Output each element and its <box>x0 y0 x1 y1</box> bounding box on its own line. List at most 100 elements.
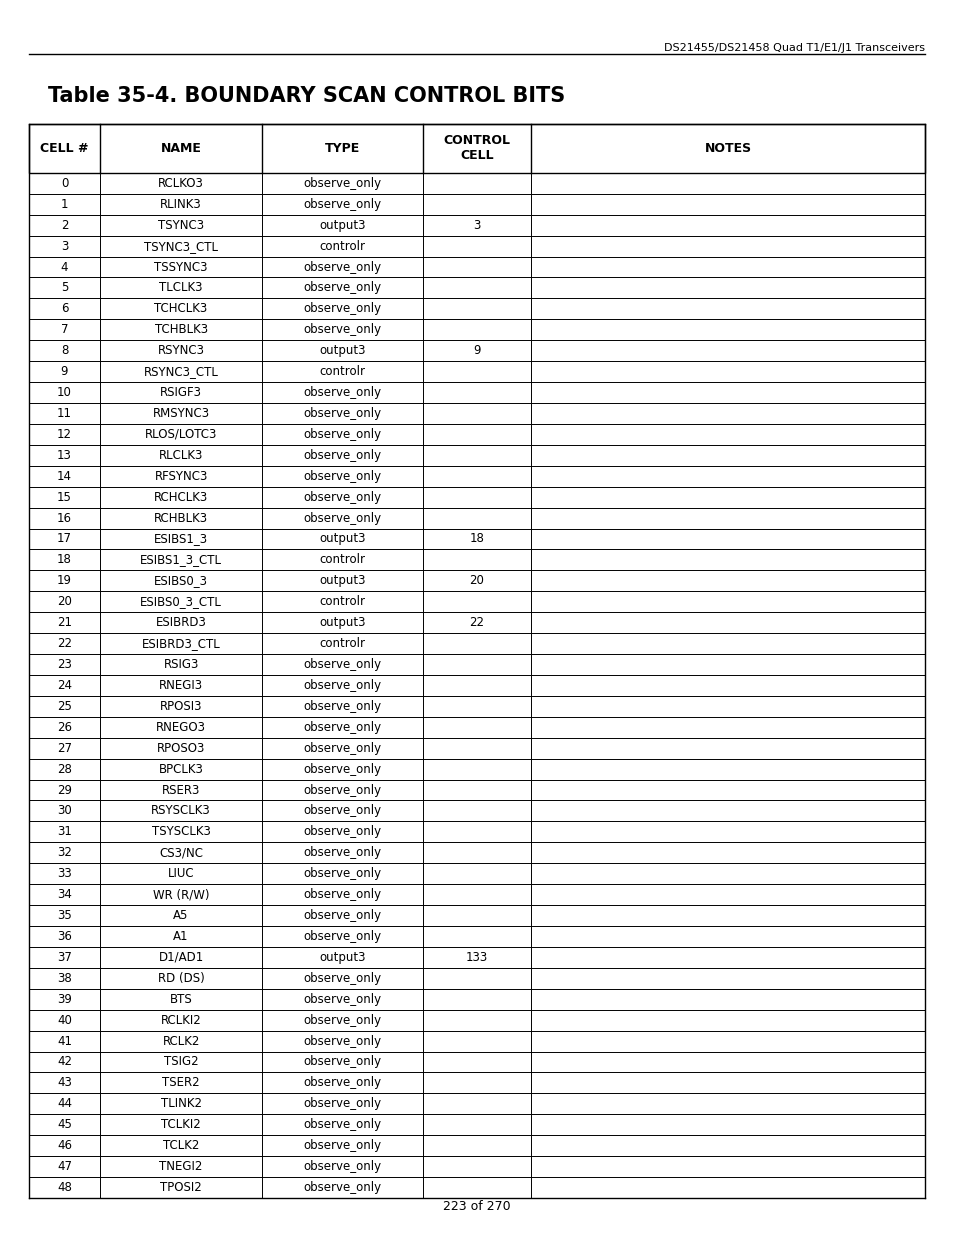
Text: RSIG3: RSIG3 <box>163 658 198 671</box>
Text: 41: 41 <box>57 1035 71 1047</box>
Text: 9: 9 <box>473 345 480 357</box>
Text: RLOS/LOTC3: RLOS/LOTC3 <box>145 427 217 441</box>
Text: A5: A5 <box>173 909 189 923</box>
Text: ESIBRD3_CTL: ESIBRD3_CTL <box>142 637 220 650</box>
Text: 19: 19 <box>57 574 71 588</box>
Text: RPOSI3: RPOSI3 <box>160 700 202 713</box>
Text: observe_only: observe_only <box>303 658 381 671</box>
Text: 27: 27 <box>57 742 71 755</box>
Text: output3: output3 <box>319 951 365 963</box>
Text: RMSYNC3: RMSYNC3 <box>152 408 210 420</box>
Text: TSYNC3: TSYNC3 <box>158 219 204 232</box>
Bar <box>29 124 924 173</box>
Text: RSYNC3: RSYNC3 <box>157 345 204 357</box>
Text: ESIBRD3: ESIBRD3 <box>155 616 206 629</box>
Text: RSYSCLK3: RSYSCLK3 <box>151 804 211 818</box>
Text: observe_only: observe_only <box>303 909 381 923</box>
Text: RCHBLK3: RCHBLK3 <box>153 511 208 525</box>
Text: 223 of 270: 223 of 270 <box>443 1199 510 1213</box>
Text: 9: 9 <box>61 366 69 378</box>
Text: RLINK3: RLINK3 <box>160 198 202 211</box>
Text: observe_only: observe_only <box>303 1077 381 1089</box>
Text: BPCLK3: BPCLK3 <box>158 762 203 776</box>
Text: RSYNC3_CTL: RSYNC3_CTL <box>144 366 218 378</box>
Text: 38: 38 <box>57 972 71 984</box>
Text: 42: 42 <box>57 1056 71 1068</box>
Text: observe_only: observe_only <box>303 511 381 525</box>
Text: 16: 16 <box>57 511 71 525</box>
Text: TNEGI2: TNEGI2 <box>159 1160 203 1173</box>
Text: 4: 4 <box>61 261 69 273</box>
Text: observe_only: observe_only <box>303 1139 381 1152</box>
Text: 18: 18 <box>57 553 71 567</box>
Text: RNEGO3: RNEGO3 <box>156 721 206 734</box>
Text: 46: 46 <box>57 1139 71 1152</box>
Text: 25: 25 <box>57 700 71 713</box>
Text: observe_only: observe_only <box>303 282 381 294</box>
Text: RCLKI2: RCLKI2 <box>160 1014 201 1026</box>
Text: controlr: controlr <box>319 366 365 378</box>
Text: 22: 22 <box>57 637 71 650</box>
Text: observe_only: observe_only <box>303 324 381 336</box>
Text: TLINK2: TLINK2 <box>160 1098 201 1110</box>
Text: 34: 34 <box>57 888 71 902</box>
Text: observe_only: observe_only <box>303 972 381 984</box>
Text: observe_only: observe_only <box>303 1118 381 1131</box>
Text: RCHCLK3: RCHCLK3 <box>153 490 208 504</box>
Text: 10: 10 <box>57 387 71 399</box>
Text: observe_only: observe_only <box>303 469 381 483</box>
Text: 13: 13 <box>57 448 71 462</box>
Text: 7: 7 <box>61 324 69 336</box>
Text: observe_only: observe_only <box>303 1160 381 1173</box>
Text: controlr: controlr <box>319 595 365 609</box>
Text: output3: output3 <box>319 532 365 546</box>
Text: observe_only: observe_only <box>303 198 381 211</box>
Text: observe_only: observe_only <box>303 825 381 839</box>
Text: 20: 20 <box>57 595 71 609</box>
Text: 39: 39 <box>57 993 71 1005</box>
Text: output3: output3 <box>319 574 365 588</box>
Text: RCLK2: RCLK2 <box>162 1035 199 1047</box>
Text: 17: 17 <box>57 532 71 546</box>
Text: TPOSI2: TPOSI2 <box>160 1181 202 1194</box>
Text: TCHCLK3: TCHCLK3 <box>154 303 208 315</box>
Text: observe_only: observe_only <box>303 408 381 420</box>
Text: RD (DS): RD (DS) <box>157 972 204 984</box>
Text: 1: 1 <box>61 198 69 211</box>
Text: observe_only: observe_only <box>303 700 381 713</box>
Text: observe_only: observe_only <box>303 721 381 734</box>
Text: 6: 6 <box>61 303 69 315</box>
Text: ESIBS0_3_CTL: ESIBS0_3_CTL <box>140 595 222 609</box>
Text: Table 35-4. BOUNDARY SCAN CONTROL BITS: Table 35-4. BOUNDARY SCAN CONTROL BITS <box>48 86 564 106</box>
Text: observe_only: observe_only <box>303 490 381 504</box>
Text: 45: 45 <box>57 1118 71 1131</box>
Text: TCLKI2: TCLKI2 <box>161 1118 201 1131</box>
Text: D1/AD1: D1/AD1 <box>158 951 204 963</box>
Text: 18: 18 <box>469 532 484 546</box>
Text: controlr: controlr <box>319 240 365 253</box>
Text: 21: 21 <box>57 616 71 629</box>
Text: RFSYNC3: RFSYNC3 <box>154 469 208 483</box>
Text: CELL #: CELL # <box>40 142 89 154</box>
Text: observe_only: observe_only <box>303 448 381 462</box>
Text: 31: 31 <box>57 825 71 839</box>
Text: CONTROL
CELL: CONTROL CELL <box>443 135 510 162</box>
Text: 12: 12 <box>57 427 71 441</box>
Text: 14: 14 <box>57 469 71 483</box>
Text: observe_only: observe_only <box>303 1035 381 1047</box>
Text: observe_only: observe_only <box>303 867 381 881</box>
Text: observe_only: observe_only <box>303 1056 381 1068</box>
Text: RCLKO3: RCLKO3 <box>158 177 204 190</box>
Text: 26: 26 <box>57 721 71 734</box>
Text: observe_only: observe_only <box>303 427 381 441</box>
Text: observe_only: observe_only <box>303 930 381 944</box>
Text: observe_only: observe_only <box>303 679 381 692</box>
Text: 43: 43 <box>57 1077 71 1089</box>
Text: observe_only: observe_only <box>303 888 381 902</box>
Text: 44: 44 <box>57 1098 71 1110</box>
Text: TLCLK3: TLCLK3 <box>159 282 203 294</box>
Text: RSER3: RSER3 <box>162 783 200 797</box>
Text: output3: output3 <box>319 616 365 629</box>
Text: 11: 11 <box>57 408 71 420</box>
Text: 24: 24 <box>57 679 71 692</box>
